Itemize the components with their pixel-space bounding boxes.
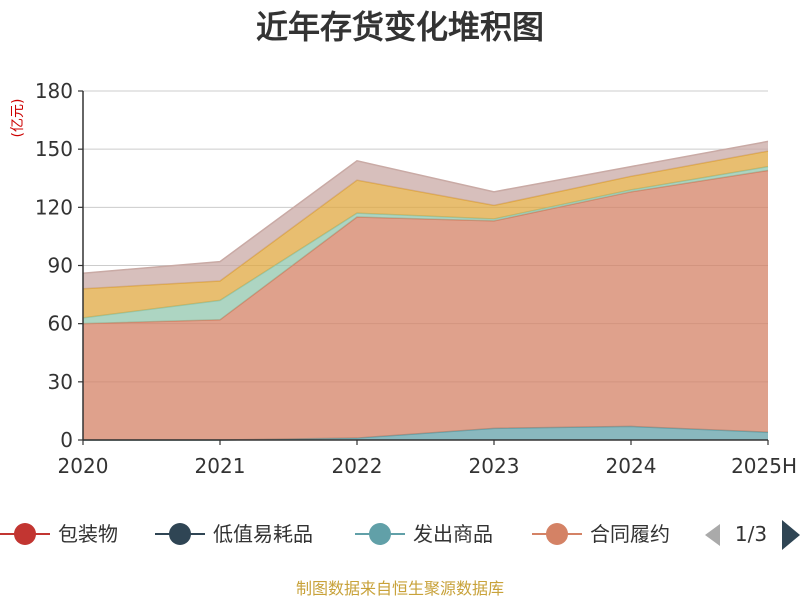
x-tick-labels: 2020 2021 2022 2023 2024 2025H <box>58 440 797 478</box>
area-series-2 <box>83 426 768 440</box>
x-tick-label: 2025H <box>731 454 797 478</box>
legend-page-indicator: 1/3 <box>735 522 767 546</box>
legend-label: 发出商品 <box>413 522 493 546</box>
legend-circle-marker <box>369 523 391 545</box>
y-tick-label: 30 <box>48 370 73 394</box>
legend-circle-marker <box>14 523 36 545</box>
chart-title: 近年存货变化堆积图 <box>256 8 544 46</box>
legend-label: 包装物 <box>58 522 118 546</box>
y-tick-labels: 0 30 60 90 120 150 180 <box>35 79 83 452</box>
legend: 包装物 低值易耗品 发出商品 合同履约 <box>0 522 670 546</box>
legend-circle-marker <box>169 523 191 545</box>
area-series-line-6 <box>82 140 769 275</box>
y-tick-label: 180 <box>35 79 73 103</box>
area-series-6 <box>83 141 768 289</box>
legend-next-arrow-icon[interactable] <box>782 520 800 550</box>
y-tick-label: 150 <box>35 137 73 161</box>
x-tick-label: 2021 <box>195 454 246 478</box>
y-tick-label: 120 <box>35 195 73 219</box>
legend-label: 低值易耗品 <box>213 522 313 546</box>
area-series-5 <box>83 151 768 318</box>
x-tick-label: 2023 <box>469 454 520 478</box>
legend-pager: 1/3 <box>705 520 800 550</box>
y-axis-label: (亿元) <box>10 99 26 138</box>
legend-item[interactable]: 合同履约 <box>532 522 670 546</box>
x-tick-label: 2024 <box>606 454 657 478</box>
legend-prev-arrow-icon[interactable] <box>705 524 720 546</box>
x-tick-label: 2022 <box>332 454 383 478</box>
y-tick-label: 0 <box>60 428 73 452</box>
y-tick-label: 60 <box>48 312 73 336</box>
legend-item[interactable]: 低值易耗品 <box>155 522 313 546</box>
area-series-layer <box>82 140 769 441</box>
legend-label: 合同履约 <box>590 522 670 546</box>
x-tick-label: 2020 <box>58 454 109 478</box>
footer-source: 制图数据来自恒生聚源数据库 <box>296 579 504 598</box>
area-series-3 <box>83 170 768 440</box>
y-tick-label: 90 <box>48 254 73 278</box>
legend-item[interactable]: 发出商品 <box>355 522 493 546</box>
legend-item[interactable]: 包装物 <box>0 522 118 546</box>
legend-circle-marker <box>546 523 568 545</box>
area-series-4 <box>83 166 768 324</box>
